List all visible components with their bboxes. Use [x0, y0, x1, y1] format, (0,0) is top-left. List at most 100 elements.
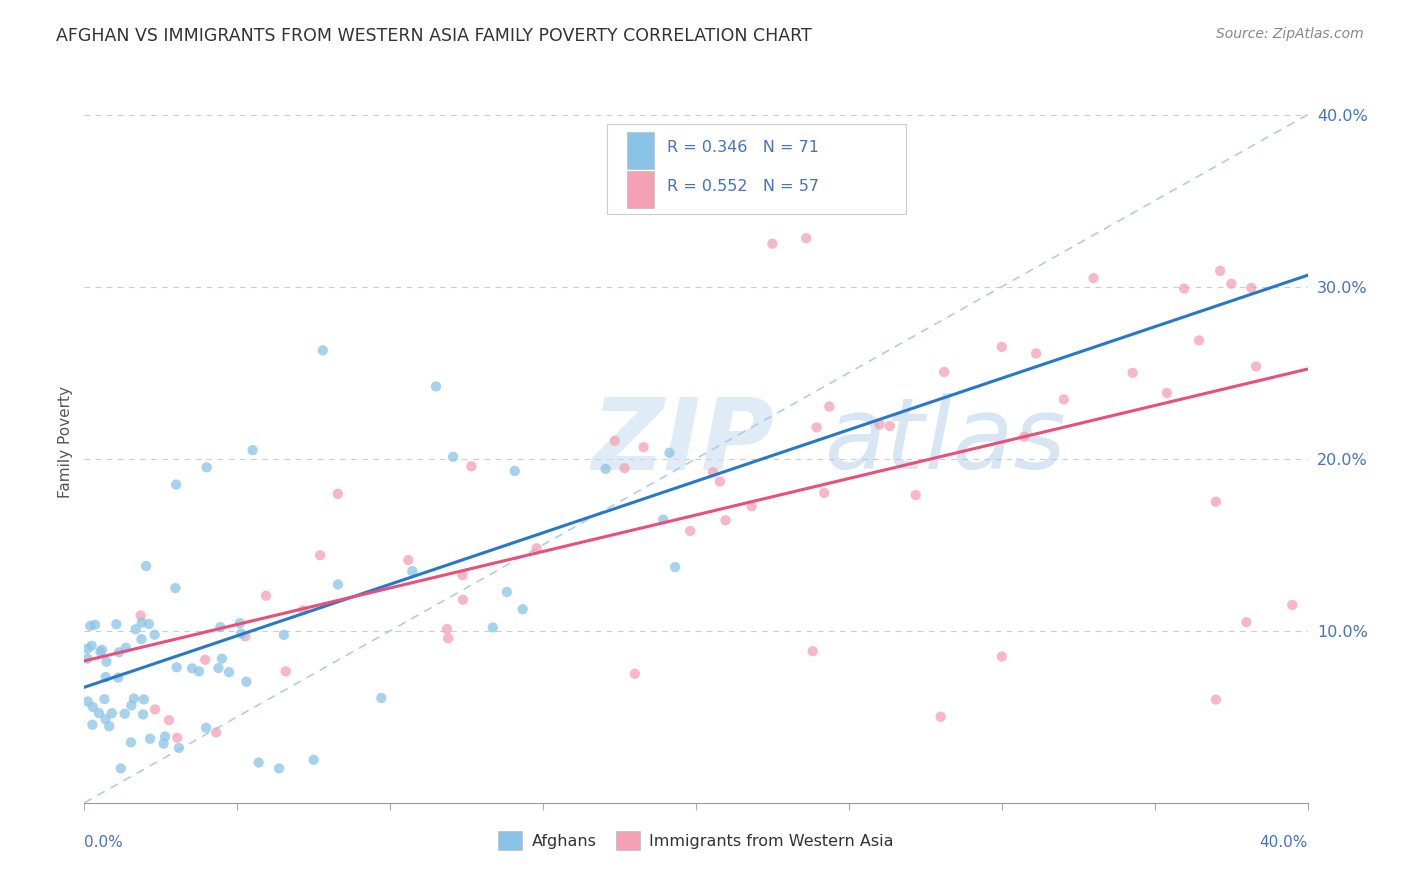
Point — [218, 665, 240, 680]
Point — [326, 487, 349, 501]
Text: ZIP: ZIP — [592, 393, 775, 490]
Point — [114, 706, 136, 721]
Point — [1122, 366, 1144, 380]
Point — [664, 560, 686, 574]
Point — [801, 644, 824, 658]
Point — [94, 670, 117, 684]
Point — [794, 231, 817, 245]
Point — [806, 420, 828, 434]
Point — [1220, 277, 1243, 291]
Point — [679, 524, 702, 538]
Point — [401, 564, 423, 578]
Point — [595, 462, 617, 476]
Point — [233, 629, 256, 643]
Point — [613, 461, 636, 475]
Point — [503, 464, 526, 478]
Point — [254, 589, 277, 603]
Point — [496, 585, 519, 599]
Point — [242, 443, 264, 458]
Point — [1025, 346, 1047, 360]
Point — [702, 465, 724, 479]
Point — [165, 581, 187, 595]
Point — [229, 626, 252, 640]
Point — [1012, 430, 1035, 444]
Point — [603, 434, 626, 448]
Point — [1188, 334, 1211, 348]
Point — [929, 710, 952, 724]
FancyBboxPatch shape — [606, 124, 907, 214]
Point — [132, 692, 155, 706]
Point — [741, 500, 763, 514]
Point — [1205, 494, 1227, 508]
Point — [869, 417, 891, 432]
Point — [120, 698, 142, 713]
Point — [1209, 264, 1232, 278]
Point — [76, 641, 98, 656]
Point — [125, 622, 148, 636]
Point — [120, 735, 142, 749]
Point — [292, 603, 315, 617]
Point — [87, 706, 110, 720]
Point — [991, 340, 1014, 354]
Point — [818, 400, 841, 414]
Point — [229, 616, 252, 631]
Legend: Afghans, Immigrants from Western Asia: Afghans, Immigrants from Western Asia — [492, 825, 900, 856]
Point — [80, 639, 103, 653]
Point — [89, 645, 111, 659]
Point — [451, 592, 474, 607]
Text: atlas: atlas — [824, 393, 1066, 490]
Point — [326, 577, 349, 591]
Point — [312, 343, 335, 358]
Point — [396, 553, 419, 567]
Text: Source: ZipAtlas.com: Source: ZipAtlas.com — [1216, 27, 1364, 41]
Point — [129, 608, 152, 623]
FancyBboxPatch shape — [627, 171, 654, 208]
Point — [211, 651, 233, 665]
Point — [207, 661, 229, 675]
Point — [122, 691, 145, 706]
Text: R = 0.552   N = 57: R = 0.552 N = 57 — [666, 179, 818, 194]
Point — [1156, 386, 1178, 401]
Text: R = 0.346   N = 71: R = 0.346 N = 71 — [666, 140, 818, 155]
Point — [165, 477, 187, 491]
Point — [110, 761, 132, 775]
Point — [167, 740, 190, 755]
Point — [105, 617, 128, 632]
Point — [195, 721, 218, 735]
Point — [1244, 359, 1267, 374]
Text: AFGHAN VS IMMIGRANTS FROM WESTERN ASIA FAMILY POVERTY CORRELATION CHART: AFGHAN VS IMMIGRANTS FROM WESTERN ASIA F… — [56, 27, 813, 45]
Point — [235, 674, 257, 689]
Point — [813, 485, 835, 500]
Point — [274, 665, 297, 679]
Point — [904, 488, 927, 502]
Point — [1281, 598, 1303, 612]
Point — [93, 692, 115, 706]
Point — [460, 459, 482, 474]
Point — [658, 446, 681, 460]
Point — [624, 666, 647, 681]
Point — [761, 236, 783, 251]
Point — [370, 690, 392, 705]
Point — [94, 712, 117, 726]
Point — [879, 419, 901, 434]
Point — [98, 719, 121, 733]
Point — [273, 628, 295, 642]
Point — [101, 706, 124, 721]
Point — [90, 642, 112, 657]
FancyBboxPatch shape — [627, 132, 654, 169]
Text: 40.0%: 40.0% — [1260, 835, 1308, 850]
Point — [302, 753, 325, 767]
Point — [652, 512, 675, 526]
Point — [82, 700, 104, 714]
Point — [1173, 281, 1195, 295]
Point — [194, 653, 217, 667]
Point — [1083, 271, 1105, 285]
Point — [115, 640, 138, 655]
Point — [209, 620, 232, 634]
Point — [76, 694, 98, 708]
Point — [1053, 392, 1076, 407]
Point — [108, 645, 131, 659]
Point — [153, 730, 176, 744]
Point — [131, 632, 153, 647]
Point — [143, 702, 166, 716]
